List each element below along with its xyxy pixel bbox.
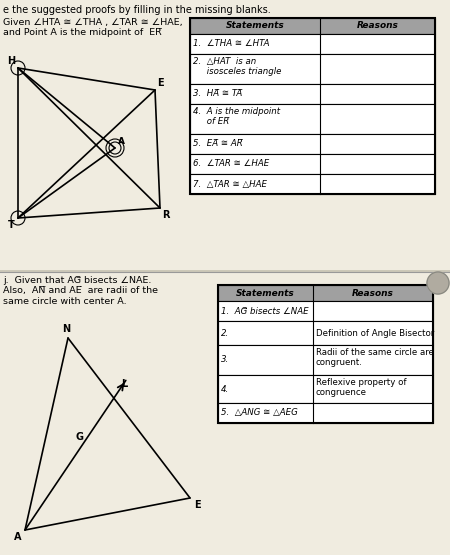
Text: A: A [118,137,125,146]
Text: 5.  △ANG ≅ △AEG: 5. △ANG ≅ △AEG [221,408,298,417]
Bar [190,18,435,34]
Text: 3.  HA̅ ≅ TA̅: 3. HA̅ ≅ TA̅ [193,89,242,98]
Text: A: A [14,532,21,542]
Text: isosceles triangle: isosceles triangle [193,67,281,76]
Text: e the suggested proofs by filling in the missing blanks.: e the suggested proofs by filling in the… [3,5,271,15]
Circle shape [427,272,449,294]
Bar [218,301,433,321]
Text: 1.  ∠THA ≅ ∠HTA: 1. ∠THA ≅ ∠HTA [193,39,270,48]
Text: T: T [8,220,15,230]
Text: 2.  △HAT  is an: 2. △HAT is an [193,57,256,66]
Text: of ER̅: of ER̅ [193,117,229,126]
Text: Statements: Statements [236,289,295,297]
Text: N: N [62,324,70,334]
Text: congruent.: congruent. [316,358,363,367]
Bar [190,34,435,54]
Bar [218,285,433,301]
Text: Reasons: Reasons [352,289,394,297]
Bar [0,0,450,270]
Bar [0,272,450,555]
Bar [190,134,435,154]
Bar [190,104,435,134]
Bar [218,375,433,403]
Text: Reflexive property of: Reflexive property of [316,378,406,387]
Bar [190,84,435,104]
Text: 6.  ∠TAR ≅ ∠HAE: 6. ∠TAR ≅ ∠HAE [193,159,269,169]
Text: 2.: 2. [221,329,229,337]
Bar [218,285,433,423]
Text: Given ∠HTA ≅ ∠THA , ∠TAR ≅ ∠HAE,
and Point A is the midpoint of  ER̅: Given ∠HTA ≅ ∠THA , ∠TAR ≅ ∠HAE, and Poi… [3,18,183,37]
Bar [218,403,433,423]
Text: L: L [121,379,127,389]
Text: R: R [162,210,170,220]
Bar [190,18,435,194]
Text: congruence: congruence [316,388,367,397]
Bar [218,321,433,345]
Bar [190,154,435,174]
Text: 7.  △TAR ≅ △HAE: 7. △TAR ≅ △HAE [193,179,267,189]
Bar [190,54,435,84]
Text: j.  Given that AG⃗ bisects ∠NAE.
Also,  AN̅ and AE̅  are radii of the
same circl: j. Given that AG⃗ bisects ∠NAE. Also, AN… [3,276,158,306]
Bar [190,174,435,194]
Text: H: H [7,56,15,66]
Text: E: E [157,78,164,88]
Text: 5.  EA̅ ≅ AR̅: 5. EA̅ ≅ AR̅ [193,139,243,149]
Text: E: E [194,500,201,510]
Text: 4.: 4. [221,385,229,393]
Text: G: G [75,432,83,442]
Text: 4.  A is the midpoint: 4. A is the midpoint [193,107,280,116]
Text: 1.  AG⃗ bisects ∠NAE: 1. AG⃗ bisects ∠NAE [221,306,309,315]
Text: 3.: 3. [221,356,229,365]
Text: Statements: Statements [225,22,284,31]
Text: Definition of Angle Bisector: Definition of Angle Bisector [316,329,434,337]
Bar [218,345,433,375]
Text: Reasons: Reasons [356,22,398,31]
Text: Radii of the same circle are: Radii of the same circle are [316,348,434,357]
